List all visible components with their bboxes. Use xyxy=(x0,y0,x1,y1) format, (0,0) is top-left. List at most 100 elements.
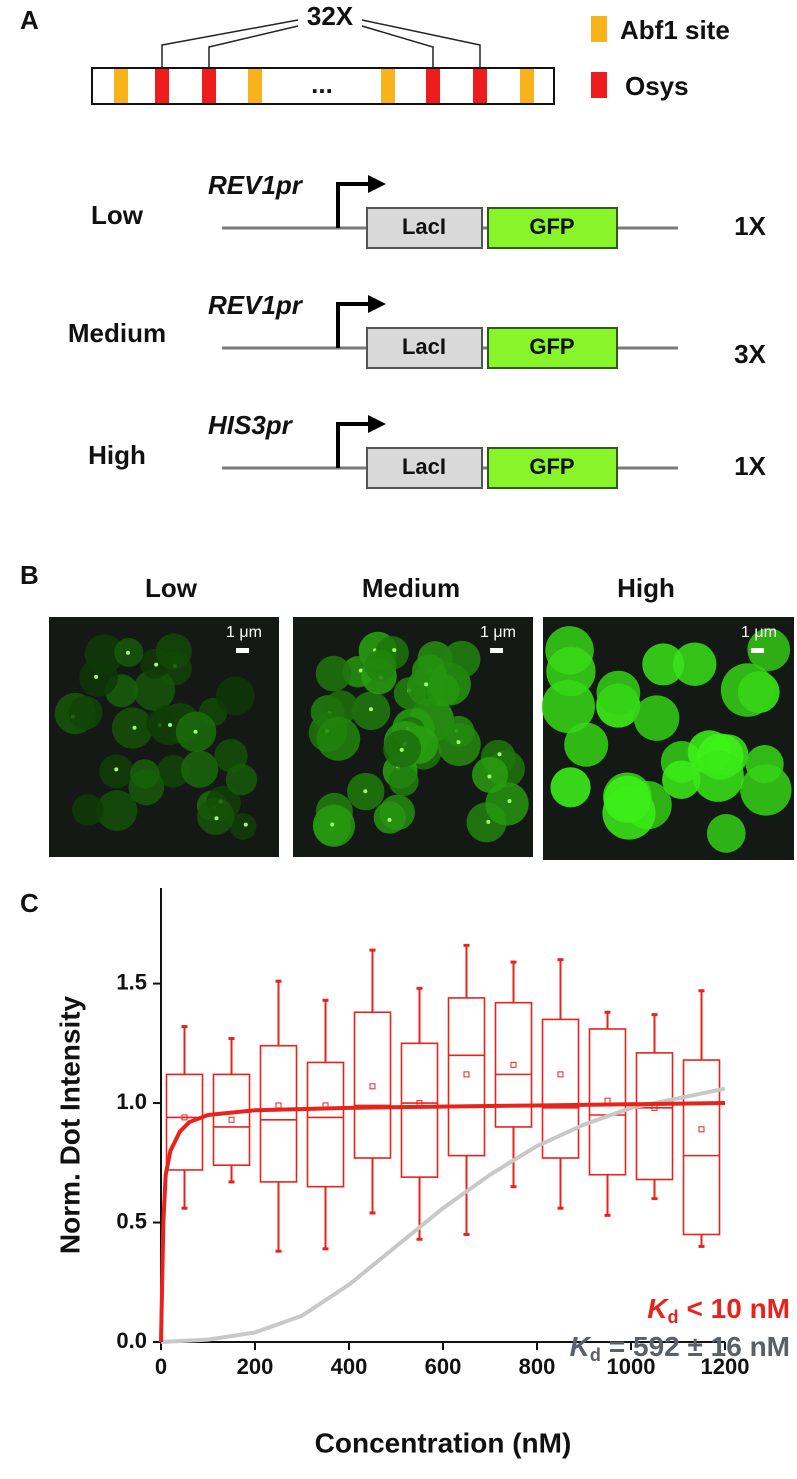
box xyxy=(306,1061,345,1188)
dot xyxy=(399,747,404,752)
legend-label: Abf1 site xyxy=(620,15,730,45)
micrograph xyxy=(541,617,794,860)
y-axis-title: Norm. Dot Intensity xyxy=(54,995,85,1254)
cell xyxy=(603,775,651,823)
binding-site xyxy=(473,69,487,103)
mean xyxy=(510,1061,517,1068)
mean xyxy=(604,1097,611,1104)
kd-text: < 10 nM xyxy=(687,1293,790,1324)
panel-label: A xyxy=(20,5,39,35)
y-tick-label: 0.0 xyxy=(116,1328,147,1353)
cell xyxy=(225,763,258,796)
scale-bar-label: 1 μm xyxy=(226,624,262,641)
dot xyxy=(154,662,159,667)
mean xyxy=(181,1114,188,1121)
cell xyxy=(364,649,397,682)
scale-bar-label: 1 μm xyxy=(741,624,777,641)
dot xyxy=(456,740,461,745)
box xyxy=(165,1073,204,1171)
gfp-box xyxy=(487,327,618,369)
y-tick-label: 1.5 xyxy=(116,969,147,994)
cell xyxy=(747,628,791,672)
dot xyxy=(358,668,363,673)
cell xyxy=(633,695,680,741)
fit-curve xyxy=(160,1086,726,1344)
cell xyxy=(214,739,248,773)
box xyxy=(212,1073,251,1166)
arrow-head xyxy=(368,295,386,313)
dot xyxy=(114,767,119,772)
laci-box xyxy=(366,447,483,489)
kd-symbol: K xyxy=(647,1293,669,1324)
dot xyxy=(243,822,248,827)
gfp-box xyxy=(487,207,618,249)
cell xyxy=(596,670,641,715)
dot xyxy=(392,648,397,653)
repeat-label: 32X xyxy=(307,1,354,31)
dot xyxy=(168,722,173,727)
x-axis-title: Concentration (nM) xyxy=(315,1427,572,1458)
dot xyxy=(330,822,335,827)
y-tick-label: 1.0 xyxy=(116,1089,147,1114)
promoter-label: REV1pr xyxy=(208,170,304,200)
cell xyxy=(215,676,255,716)
kd-subscript: d xyxy=(590,1345,601,1365)
laci-box xyxy=(366,327,483,369)
legend-swatch xyxy=(591,16,607,42)
x-tick-label: 1000 xyxy=(607,1354,656,1379)
mean xyxy=(275,1102,282,1109)
scale-bar xyxy=(751,648,764,653)
legend-swatch xyxy=(591,72,607,98)
x-tick-label: 200 xyxy=(237,1354,274,1379)
dot xyxy=(214,816,219,821)
dot xyxy=(387,817,392,822)
box xyxy=(635,1052,674,1181)
panel-label: B xyxy=(20,560,39,590)
cell xyxy=(316,716,361,761)
binding-site xyxy=(114,69,128,103)
dot xyxy=(424,682,429,687)
level-label: High xyxy=(88,440,146,470)
arrow-head xyxy=(368,415,386,433)
box xyxy=(541,1018,580,1159)
kd-subscript: d xyxy=(668,1307,679,1327)
dot xyxy=(507,799,512,804)
gfp-box xyxy=(487,447,618,489)
repeat-brackets xyxy=(161,19,481,68)
cell xyxy=(437,722,481,767)
cell xyxy=(662,760,701,799)
image-title: Medium xyxy=(362,573,460,603)
panel-label: C xyxy=(20,888,39,918)
binding-site xyxy=(426,69,440,103)
box xyxy=(259,1044,298,1183)
gene-label: LacI xyxy=(402,334,446,359)
cell xyxy=(692,750,744,802)
cell xyxy=(315,655,352,692)
image-title: Low xyxy=(145,573,198,603)
binding-site xyxy=(520,69,534,103)
scale-bar xyxy=(236,648,249,653)
cell xyxy=(130,759,160,789)
cell xyxy=(740,764,792,816)
gene-label: LacI xyxy=(402,214,446,239)
cell xyxy=(706,814,746,853)
box xyxy=(494,1001,533,1128)
binding-site xyxy=(248,69,262,103)
dot xyxy=(132,725,137,730)
scale-bar xyxy=(490,648,503,653)
level-label: Low xyxy=(91,200,144,230)
cell xyxy=(156,754,190,788)
cell xyxy=(373,801,406,834)
cell xyxy=(642,643,685,686)
cell xyxy=(388,766,419,797)
promoter-label: REV1pr xyxy=(208,290,304,320)
promoter-arrow xyxy=(336,302,370,348)
cell xyxy=(564,722,609,767)
gene-label: LacI xyxy=(402,454,446,479)
cell xyxy=(550,767,591,808)
x-tick-label: 600 xyxy=(425,1354,462,1379)
x-tick-label: 400 xyxy=(331,1354,368,1379)
copy-number: 1X xyxy=(734,211,766,241)
arrow-head xyxy=(368,175,386,193)
